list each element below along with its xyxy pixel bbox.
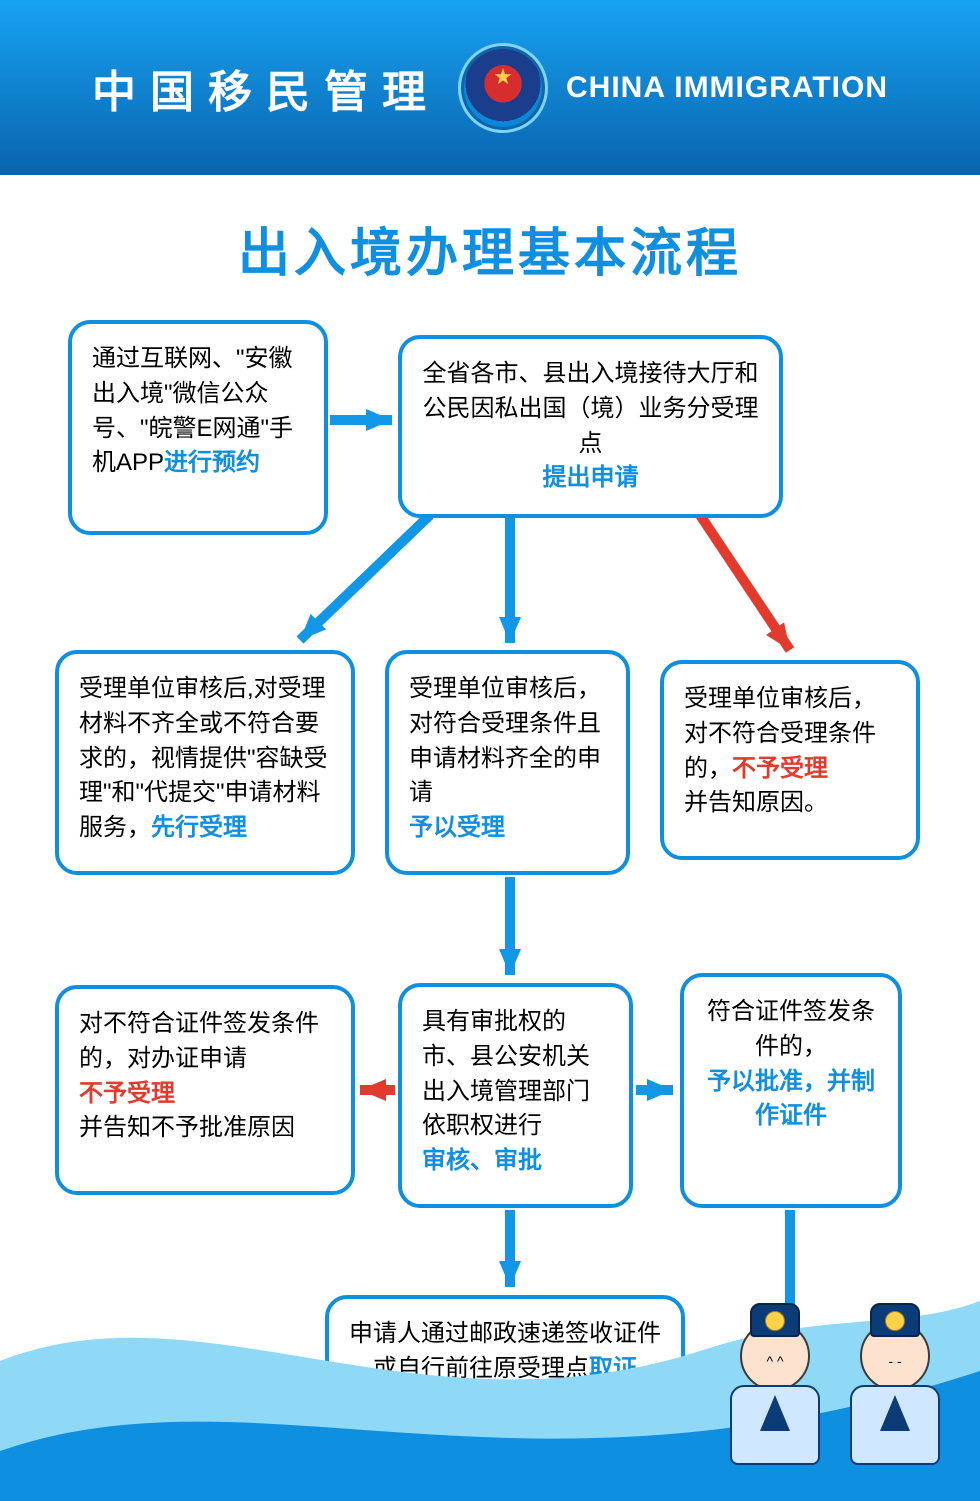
arrowhead-icon xyxy=(647,1079,673,1101)
node-text: 对不符合证件签发条件的，对办证申请 xyxy=(79,1010,319,1072)
mascot-male-icon: - - xyxy=(840,1321,950,1491)
edge-n2-n3c xyxy=(700,515,790,650)
node-text: "皖警E网通" xyxy=(140,415,269,442)
header-bar: 中国移民管理 CHINA IMMIGRATION xyxy=(0,0,980,175)
flow-node-n4c: 符合证件签发条件的， 予以批准，并制作证件 xyxy=(680,973,902,1208)
arrowhead-icon xyxy=(692,1354,718,1376)
flow-node-n5: 申请人通过邮政速递签收证件或自行前往原受理点取证 xyxy=(325,1295,685,1435)
arrowhead-icon xyxy=(766,622,790,650)
mascot-female-icon: ^ ^ xyxy=(720,1321,830,1491)
node-text: 提出申请 xyxy=(543,464,639,491)
emblem-icon xyxy=(458,43,548,133)
node-text: 不予受理 xyxy=(79,1080,175,1107)
node-text: 并告知原因。 xyxy=(684,789,828,816)
arrowhead-icon xyxy=(499,617,521,643)
node-text: 通过互联网、 xyxy=(92,345,236,372)
node-text: 并告知不予批准原因 xyxy=(79,1114,295,1141)
flow-node-n3b: 受理单位审核后，对符合受理条件且申请材料齐全的申请予以受理 xyxy=(385,650,630,875)
flow-node-n4a: 对不符合证件签发条件的，对办证申请不予受理并告知不予批准原因 xyxy=(55,985,355,1195)
node-text: 先行受理 xyxy=(151,814,247,841)
node-text: 具有审批权的市、县公安机关出入境管理部门依职权进行 xyxy=(422,1008,590,1139)
node-text: 全省各市、县出入境接待大厅和公民因私出国（境）业务分受理点 xyxy=(423,360,759,457)
page-title: 出入境办理基本流程 xyxy=(0,175,980,286)
header-title-en: CHINA IMMIGRATION xyxy=(566,71,888,105)
node-text: 审核、审批 xyxy=(422,1147,542,1174)
flow-node-n3c: 受理单位审核后，对不符合受理条件的，不予受理并告知原因。 xyxy=(660,660,920,860)
arrowhead-icon xyxy=(360,1079,386,1101)
main-area: 出入境办理基本流程 通过互联网、"安徽出入境"微信公众号、"皖警E网通"手机AP… xyxy=(0,175,980,1501)
flow-node-n1: 通过互联网、"安徽出入境"微信公众号、"皖警E网通"手机APP进行预约 xyxy=(68,320,328,535)
arrowhead-icon xyxy=(300,614,326,640)
flow-node-n3a: 受理单位审核后,对受理材料不齐全或不符合要求的，视情提供"容缺受理"和"代提交"… xyxy=(55,650,355,875)
node-text: 予以受理 xyxy=(409,814,505,841)
flow-node-n2: 全省各市、县出入境接待大厅和公民因私出国（境）业务分受理点提出申请 xyxy=(398,335,783,518)
header-title-cn: 中国移民管理 xyxy=(92,56,440,120)
arrowhead-icon xyxy=(499,1261,521,1287)
node-text: 不予受理 xyxy=(732,755,828,782)
mascots: ^ ^ - - xyxy=(720,1321,950,1491)
node-text: 取证 xyxy=(589,1355,637,1382)
edge-n2-n3a xyxy=(300,515,430,640)
arrowhead-icon xyxy=(499,949,521,975)
node-text: 符合证件签发条件的， xyxy=(707,998,875,1060)
node-text: 予以批准，并制作证件 xyxy=(707,1068,875,1130)
arrowhead-icon xyxy=(366,409,392,431)
flow-node-n4b: 具有审批权的市、县公安机关出入境管理部门依职权进行审核、审批 xyxy=(398,983,633,1208)
node-text: 受理单位审核后，对符合受理条件且申请材料齐全的申请 xyxy=(409,675,601,806)
node-text: 进行预约 xyxy=(164,449,260,476)
